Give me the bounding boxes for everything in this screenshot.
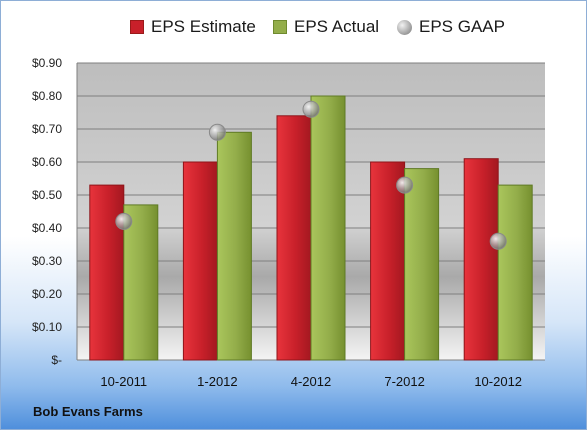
legend-item-eps-estimate: EPS Estimate <box>130 17 256 37</box>
legend-label-eps-estimate: EPS Estimate <box>151 17 256 36</box>
y-tick-label: $0.30 <box>32 254 62 268</box>
x-tick-label: 1-2012 <box>197 374 237 389</box>
y-tick-label: $0.40 <box>32 221 62 235</box>
y-tick-label: $0.50 <box>32 188 62 202</box>
bar-eps-actual <box>404 168 440 361</box>
y-tick-label: $0.80 <box>32 89 62 103</box>
bar-eps-actual <box>216 131 252 361</box>
marker-eps-gaap <box>302 100 320 118</box>
x-tick-label: 10-2012 <box>474 374 522 389</box>
bar-eps-actual <box>123 204 159 361</box>
legend-swatch-eps-estimate <box>130 20 144 34</box>
chart-legend: EPS Estimate EPS Actual EPS GAAP <box>1 17 586 43</box>
legend-label-eps-actual: EPS Actual <box>294 17 380 36</box>
bar-eps-actual <box>310 95 346 361</box>
y-tick-label: $- <box>51 353 62 367</box>
y-tick-label: $0.70 <box>32 122 62 136</box>
y-tick-label: $0.60 <box>32 155 62 169</box>
x-tick-label: 10-2011 <box>100 374 147 389</box>
x-tick-label: 7-2012 <box>384 374 424 389</box>
y-tick-label: $0.20 <box>32 287 62 301</box>
legend-label-eps-gaap: EPS GAAP <box>419 17 505 36</box>
legend-item-eps-gaap: EPS GAAP <box>397 17 505 37</box>
bar-eps-estimate <box>463 158 499 361</box>
marker-eps-gaap <box>396 176 414 194</box>
bar-eps-actual <box>497 184 533 361</box>
legend-item-eps-actual: EPS Actual <box>273 17 379 37</box>
marker-eps-gaap <box>489 232 507 250</box>
x-tick-label: 4-2012 <box>291 374 331 389</box>
bar-eps-estimate <box>89 184 125 361</box>
legend-swatch-eps-actual <box>273 20 287 34</box>
marker-eps-gaap <box>115 212 133 230</box>
marker-eps-gaap <box>208 123 226 141</box>
y-tick-label: $0.10 <box>32 320 62 334</box>
bar-eps-estimate <box>182 161 218 361</box>
bar-eps-estimate <box>276 115 312 361</box>
company-name: Bob Evans Farms <box>33 404 143 419</box>
y-tick-label: $0.90 <box>32 56 62 70</box>
bar-eps-estimate <box>370 161 406 361</box>
legend-swatch-eps-gaap <box>397 19 412 35</box>
